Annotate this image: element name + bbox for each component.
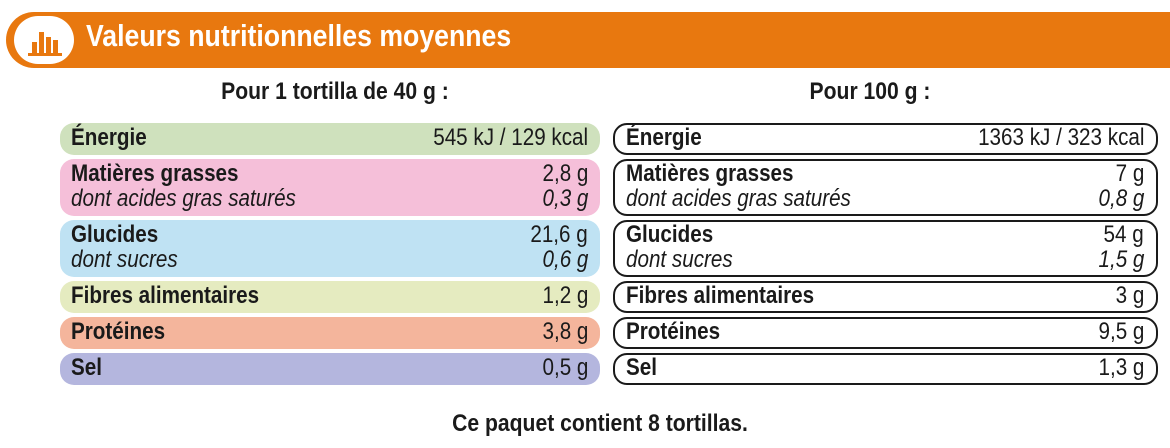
- nutrient-label: Matières grasses: [71, 160, 239, 187]
- nutrient-sub-value: 0,3 g: [542, 185, 588, 212]
- nutrient-sub-label: dont acides gras saturés: [71, 185, 296, 212]
- nutrient-label: Matières grasses: [626, 160, 794, 187]
- row-fibres: Fibres alimentaires 3 g: [613, 281, 1158, 313]
- row-proteines: Protéines 3,8 g: [60, 317, 600, 349]
- row-energie: Énergie 545 kJ / 129 kcal: [60, 123, 600, 155]
- nutrient-value: 3 g: [1115, 282, 1144, 309]
- nutrient-sub-label: dont sucres: [71, 246, 178, 273]
- nutrient-label: Fibres alimentaires: [626, 282, 815, 309]
- nutrient-sub-value: 1,5 g: [1098, 246, 1144, 273]
- nutrient-label: Glucides: [71, 221, 159, 248]
- nutrient-value: 7 g: [1115, 160, 1144, 187]
- per-100g-heading: Pour 100 g :: [809, 78, 931, 105]
- row-fibres: Fibres alimentaires 1,2 g: [60, 281, 600, 313]
- row-glucides: Glucides 21,6 g dont sucres 0,6 g: [60, 220, 600, 277]
- row-sel: Sel 1,3 g: [613, 353, 1158, 385]
- nutrient-value: 21,6 g: [530, 221, 588, 248]
- row-sel: Sel 0,5 g: [60, 353, 600, 385]
- bar-chart-icon: [14, 16, 74, 64]
- page-title: Valeurs nutritionnelles moyennes: [86, 18, 512, 53]
- nutrient-label: Énergie: [626, 124, 702, 151]
- row-matieres-grasses: Matières grasses 2,8 g dont acides gras …: [60, 159, 600, 216]
- nutrient-label: Fibres alimentaires: [71, 282, 260, 309]
- row-matieres-grasses: Matières grasses 7 g dont acides gras sa…: [613, 159, 1158, 216]
- package-note: Ce paquet contient 8 tortillas.: [452, 410, 748, 437]
- nutrient-value: 0,5 g: [542, 354, 588, 381]
- nutrient-sub-label: dont acides gras saturés: [626, 185, 851, 212]
- nutrient-label: Sel: [71, 354, 102, 381]
- nutrient-value: 1,3 g: [1098, 354, 1144, 381]
- title-banner: Valeurs nutritionnelles moyennes: [6, 12, 1170, 68]
- nutrient-label: Sel: [626, 354, 657, 381]
- nutrient-label: Protéines: [71, 318, 166, 345]
- nutrient-label: Énergie: [71, 124, 147, 151]
- nutrient-value: 1363 kJ / 323 kcal: [977, 124, 1144, 151]
- nutrient-sub-value: 0,6 g: [542, 246, 588, 273]
- nutrient-sub-label: dont sucres: [626, 246, 733, 273]
- nutrient-sub-value: 0,8 g: [1098, 185, 1144, 212]
- row-energie: Énergie 1363 kJ / 323 kcal: [613, 123, 1158, 155]
- per-portion-heading: Pour 1 tortilla de 40 g :: [221, 78, 449, 105]
- nutrient-value: 3,8 g: [542, 318, 588, 345]
- nutrient-value: 54 g: [1103, 221, 1144, 248]
- nutrient-value: 9,5 g: [1098, 318, 1144, 345]
- nutrient-value: 1,2 g: [542, 282, 588, 309]
- nutrient-label: Glucides: [626, 221, 714, 248]
- nutrient-value: 545 kJ / 129 kcal: [433, 124, 588, 151]
- nutrient-label: Protéines: [626, 318, 721, 345]
- nutrient-value: 2,8 g: [542, 160, 588, 187]
- row-glucides: Glucides 54 g dont sucres 1,5 g: [613, 220, 1158, 277]
- row-proteines: Protéines 9,5 g: [613, 317, 1158, 349]
